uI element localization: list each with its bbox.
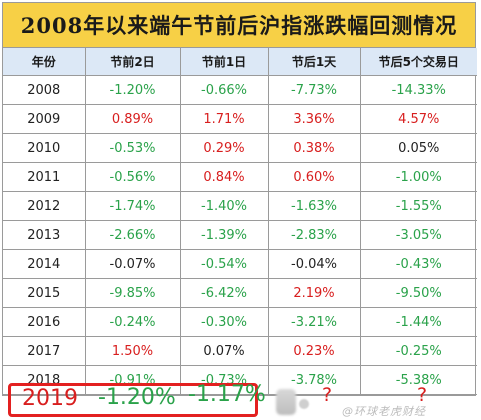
- sheet-title: 2008年以来端午节前后沪指涨跌幅回测情况: [3, 3, 475, 48]
- cell-pre-2: -2.66%: [84, 220, 181, 250]
- cell-year: 2017: [3, 336, 86, 366]
- cell-pre-1: 1.71%: [179, 104, 269, 134]
- table-row: 2017 1.50% 0.07% 0.23% -0.25%: [3, 336, 477, 366]
- cell-year: 2013: [3, 220, 86, 250]
- cell-post-1: 0.60%: [267, 162, 361, 192]
- header-year: 年份: [3, 48, 86, 76]
- cell-post-5: -1.44%: [359, 307, 477, 337]
- cell-pre-2: -0.24%: [84, 307, 181, 337]
- cell-year: 2008: [3, 75, 86, 105]
- cell-pre-2: -0.56%: [84, 162, 181, 192]
- cell-post-1: 0.23%: [267, 336, 361, 366]
- watermark-dot-icon: [299, 399, 309, 409]
- header-pre-2: 节前2日: [84, 48, 181, 76]
- cell-post-1: 2.19%: [267, 278, 361, 308]
- returns-table: 年份 节前2日 节前1日 节后1天 节后5个交易日 2008 -1.20% -0.6…: [3, 48, 477, 395]
- table-row: 2012 -1.74% -1.40% -1.63% -1.55%: [3, 191, 477, 221]
- table-header-row: 年份 节前2日 节前1日 节后1天 节后5个交易日: [3, 48, 477, 76]
- cell-post-5: -5.38%: [359, 365, 477, 395]
- cell-pre-1: -0.66%: [179, 75, 269, 105]
- cell-post-1: -0.04%: [267, 249, 361, 279]
- cell-post-1: 3.36%: [267, 104, 361, 134]
- cell-pre-1: 0.07%: [179, 336, 269, 366]
- highlight-pre-2: -1.20%: [98, 385, 176, 410]
- cell-pre-2: -0.53%: [84, 133, 181, 163]
- watermark-text: @环球老虎财经: [342, 405, 426, 418]
- highlight-pre-1: -1.17%: [188, 382, 266, 407]
- cell-year: 2016: [3, 307, 86, 337]
- cell-pre-2: 0.89%: [84, 104, 181, 134]
- cell-post-5: 4.57%: [359, 104, 477, 134]
- cell-post-5: -0.43%: [359, 249, 477, 279]
- table-row: 2010 -0.53% 0.29% 0.38% 0.05%: [3, 133, 477, 163]
- cell-year: 2014: [3, 249, 86, 279]
- cell-year: 2009: [3, 104, 86, 134]
- cell-pre-2: -1.20%: [84, 75, 181, 105]
- header-post-1: 节后1天: [267, 48, 361, 76]
- cell-pre-2: -0.07%: [84, 249, 181, 279]
- cell-year: 2011: [3, 162, 86, 192]
- cell-post-1: -3.78%: [267, 365, 361, 395]
- header-pre-1: 节前1日: [179, 48, 269, 76]
- cell-pre-1: 0.84%: [179, 162, 269, 192]
- blurred-watermark-icon: [276, 389, 296, 415]
- unknown-post-1: ?: [322, 384, 333, 406]
- cell-pre-2: -1.74%: [84, 191, 181, 221]
- cell-pre-1: -0.30%: [179, 307, 269, 337]
- cell-pre-2: -9.85%: [84, 278, 181, 308]
- cell-post-1: -7.73%: [267, 75, 361, 105]
- data-sheet: 2008年以来端午节前后沪指涨跌幅回测情况 年份 节前2日 节前1日 节后1天 …: [2, 2, 477, 396]
- cell-post-5: -14.33%: [359, 75, 477, 105]
- cell-post-5: -0.25%: [359, 336, 477, 366]
- cell-post-5: -1.00%: [359, 162, 477, 192]
- highlight-year: 2019: [22, 386, 78, 411]
- cell-pre-1: -1.39%: [179, 220, 269, 250]
- table-row: 2014 -0.07% -0.54% -0.04% -0.43%: [3, 249, 477, 279]
- table-row: 2016 -0.24% -0.30% -3.21% -1.44%: [3, 307, 477, 337]
- unknown-post-5: ?: [417, 384, 428, 406]
- cell-pre-1: -0.54%: [179, 249, 269, 279]
- table-row: 2011 -0.56% 0.84% 0.60% -1.00%: [3, 162, 477, 192]
- cell-pre-1: 0.29%: [179, 133, 269, 163]
- cell-post-1: -1.63%: [267, 191, 361, 221]
- cell-pre-2: 1.50%: [84, 336, 181, 366]
- cell-post-5: -3.05%: [359, 220, 477, 250]
- highlight-box: [8, 383, 258, 417]
- cell-post-1: -3.21%: [267, 307, 361, 337]
- cell-post-1: 0.38%: [267, 133, 361, 163]
- cell-post-5: -9.50%: [359, 278, 477, 308]
- cell-year: 2012: [3, 191, 86, 221]
- cell-post-5: -1.55%: [359, 191, 477, 221]
- table-row: 2013 -2.66% -1.39% -2.83% -3.05%: [3, 220, 477, 250]
- prediction-row: 2019 -1.20% -1.17% ? @环球老虎财经 ?: [2, 381, 476, 420]
- header-post-5: 节后5个交易日: [359, 48, 477, 76]
- cell-year: 2010: [3, 133, 86, 163]
- cell-post-5: 0.05%: [359, 133, 477, 163]
- table-row: 2015 -9.85% -6.42% 2.19% -9.50%: [3, 278, 477, 308]
- table-row: 2009 0.89% 1.71% 3.36% 4.57%: [3, 104, 477, 134]
- table-row: 2008 -1.20% -0.66% -7.73% -14.33%: [3, 75, 477, 105]
- cell-post-1: -2.83%: [267, 220, 361, 250]
- cell-year: 2015: [3, 278, 86, 308]
- cell-pre-1: -1.40%: [179, 191, 269, 221]
- cell-pre-1: -6.42%: [179, 278, 269, 308]
